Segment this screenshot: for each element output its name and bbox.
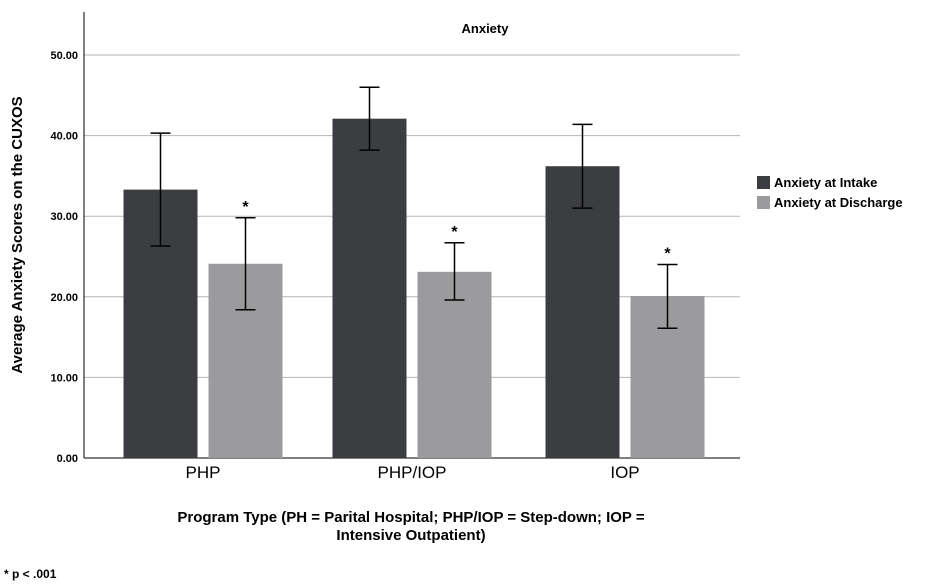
y-tick-label: 40.00 — [50, 131, 78, 143]
significance-markers: * * * — [242, 199, 671, 263]
y-tick-label: 0.00 — [57, 453, 78, 465]
legend-swatch-discharge — [757, 196, 770, 209]
significance-star: * — [242, 199, 249, 216]
x-axis-label-line2: Intensive Outpatient) — [336, 527, 485, 544]
x-category-label: IOP — [610, 463, 639, 482]
y-tick-label: 10.00 — [50, 372, 78, 384]
x-category-labels: PHP PHP/IOP IOP — [186, 463, 640, 482]
error-bars — [150, 86, 678, 329]
legend: Anxiety at Intake Anxiety at Discharge — [757, 175, 903, 210]
legend-label-intake: Anxiety at Intake — [774, 175, 877, 190]
legend-swatch-intake — [757, 176, 770, 189]
y-axis-label: Average Anxiety Scores on the CUXOS — [9, 96, 26, 373]
y-tick-label: 20.00 — [50, 292, 78, 304]
bar-discharge — [417, 271, 492, 458]
y-tick-label: 50.00 — [50, 50, 78, 62]
chart-title: Anxiety — [462, 21, 510, 36]
significance-star: * — [451, 224, 458, 241]
bar-intake — [545, 166, 620, 458]
x-axis-label-line1: Program Type (PH = Parital Hospital; PHP… — [177, 509, 644, 526]
x-category-label: PHP/IOP — [378, 463, 447, 482]
bar-intake — [332, 118, 407, 458]
y-tick-labels: 0.00 10.00 20.00 30.00 40.00 50.00 — [50, 50, 78, 465]
footnote: * p < .001 — [4, 567, 57, 581]
legend-label-discharge: Anxiety at Discharge — [774, 195, 903, 210]
y-tick-label: 30.00 — [50, 211, 78, 223]
x-category-label: PHP — [186, 463, 221, 482]
bars — [123, 118, 705, 459]
significance-star: * — [664, 246, 671, 263]
